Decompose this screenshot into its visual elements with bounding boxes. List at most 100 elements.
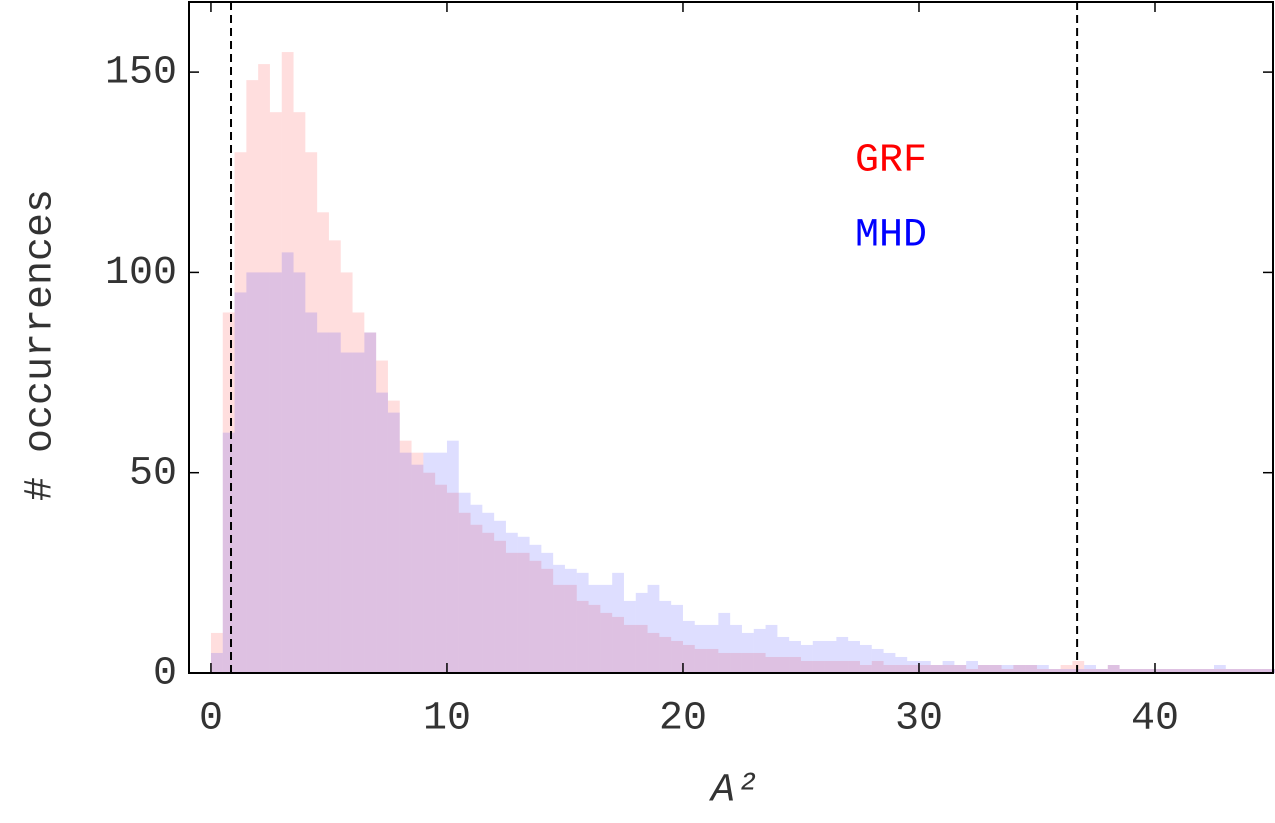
bar [588, 604, 601, 673]
bar [364, 332, 377, 673]
bar [1119, 668, 1132, 673]
bar [1072, 660, 1085, 673]
bar [246, 272, 259, 673]
bar [918, 660, 931, 673]
bar [1249, 668, 1262, 673]
bar [399, 452, 412, 673]
bar [824, 660, 837, 673]
bar [269, 272, 282, 673]
x-tick-label: 0 [199, 697, 223, 742]
bar [399, 440, 412, 673]
bar [741, 652, 754, 673]
bar [1001, 668, 1014, 673]
y-tick-label: 0 [153, 652, 177, 697]
bar [883, 664, 896, 673]
bar [671, 604, 683, 673]
bar [907, 660, 919, 673]
bar [1013, 664, 1026, 673]
bar [765, 656, 778, 673]
bar [1143, 668, 1155, 673]
bar [446, 492, 459, 673]
bar [1036, 664, 1049, 673]
bar [753, 628, 766, 673]
bar [1154, 668, 1167, 673]
bar [529, 560, 542, 673]
bar [1084, 668, 1096, 673]
bar [1154, 668, 1167, 673]
bar [340, 352, 353, 673]
bar [1202, 668, 1214, 673]
bar [1143, 668, 1155, 673]
bar [446, 440, 459, 673]
bar [517, 552, 530, 673]
bar [541, 568, 554, 673]
bar [718, 612, 731, 673]
bar [1084, 664, 1096, 673]
bar [1001, 664, 1014, 673]
bar [1036, 668, 1049, 673]
bar [871, 660, 884, 673]
bar [907, 664, 919, 673]
bar [553, 564, 565, 673]
bar [682, 644, 695, 673]
bar [623, 624, 636, 673]
bar [1025, 664, 1037, 673]
bar [494, 520, 506, 673]
bar [682, 620, 695, 673]
bar [470, 524, 483, 673]
bar [895, 664, 908, 673]
bar [317, 212, 329, 674]
bar [470, 504, 483, 673]
bar [210, 632, 223, 673]
bar [1013, 664, 1026, 673]
bar [848, 640, 860, 673]
bar [222, 432, 235, 673]
bar [730, 624, 742, 673]
bar [600, 584, 613, 673]
bar [1131, 668, 1144, 673]
x-axis-label: A² [708, 769, 759, 814]
bar [977, 664, 990, 673]
bar [824, 640, 837, 673]
bar [529, 544, 542, 673]
bar [364, 332, 377, 673]
bar [635, 624, 648, 673]
bar [1095, 668, 1108, 673]
bar [435, 452, 447, 673]
bar [1178, 668, 1191, 673]
bar [753, 652, 766, 673]
bar [352, 352, 365, 673]
bar [234, 152, 247, 673]
y-tick-label: 150 [105, 51, 177, 96]
bar [635, 592, 648, 673]
bar [234, 292, 247, 673]
bar [564, 568, 577, 673]
bar [812, 640, 825, 673]
bar [505, 552, 518, 673]
bar [871, 648, 884, 673]
bar [623, 600, 636, 673]
bar [1107, 664, 1120, 673]
bar [222, 312, 235, 673]
bar [859, 664, 872, 673]
bar [340, 272, 353, 673]
bar [800, 660, 813, 673]
bar [895, 656, 908, 673]
bar [305, 312, 318, 673]
bar [789, 656, 801, 673]
bar [376, 360, 388, 673]
bar [836, 660, 849, 673]
y-axis-label: # occurrences [19, 189, 64, 501]
x-tick-label: 40 [1131, 697, 1179, 742]
legend-label: MHD [855, 214, 927, 259]
bar [848, 660, 860, 673]
bar [765, 624, 778, 673]
bar [930, 664, 943, 673]
bar [588, 584, 601, 673]
bar [317, 332, 329, 673]
bar [411, 452, 424, 673]
bar [977, 664, 990, 673]
bar [989, 664, 1002, 673]
bar [1060, 664, 1073, 673]
